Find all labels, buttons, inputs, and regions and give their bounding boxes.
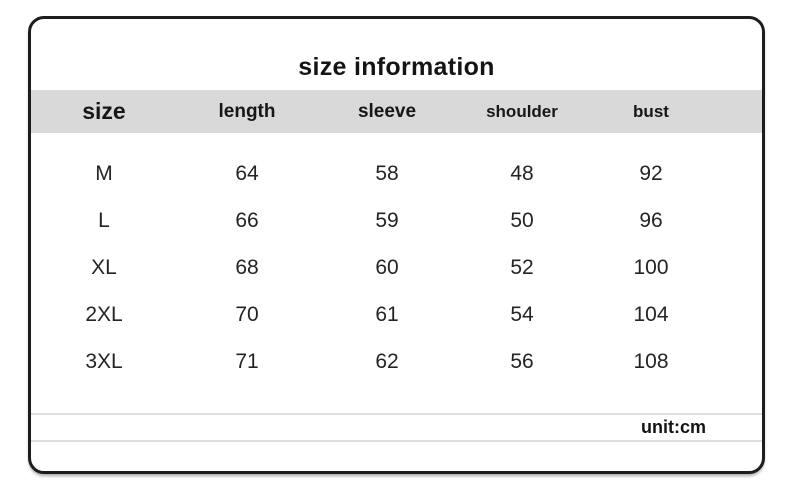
cell-sleeve: 59: [375, 208, 399, 232]
column-header-size: size: [82, 98, 126, 124]
cell-length: 71: [235, 349, 259, 373]
footer-divider-top: [31, 413, 762, 415]
table-body: M 64 58 48 92 L 66 59 50 96 XL 68 60 52 …: [31, 150, 762, 385]
unit-row: unit:cm: [31, 415, 762, 440]
table-row-xl: XL 68 60 52 100: [31, 244, 762, 291]
unit-label: unit:cm: [641, 417, 706, 437]
footer-divider-bottom: [31, 440, 762, 442]
cell-length: 66: [235, 208, 259, 232]
cell-shoulder: 48: [510, 161, 534, 185]
cell-shoulder: 54: [510, 302, 534, 326]
cell-size: XL: [91, 255, 117, 279]
table-row-3xl: 3XL 71 62 56 108: [31, 338, 762, 385]
size-chart-card: size information size length sleeve shou…: [28, 16, 765, 474]
cell-size: M: [95, 161, 113, 185]
table-header-row: size length sleeve shoulder bust: [31, 90, 762, 133]
column-header-length: length: [218, 100, 276, 122]
cell-sleeve: 61: [375, 302, 399, 326]
cell-bust: 96: [639, 208, 663, 232]
cell-sleeve: 62: [375, 349, 399, 373]
cell-sleeve: 58: [375, 161, 399, 185]
cell-size: L: [98, 208, 110, 232]
cell-sleeve: 60: [375, 255, 399, 279]
cell-length: 68: [235, 255, 259, 279]
cell-shoulder: 56: [510, 349, 534, 373]
cell-bust: 92: [639, 161, 663, 185]
table-row-m: M 64 58 48 92: [31, 150, 762, 197]
column-header-bust: bust: [633, 101, 669, 121]
column-header-sleeve: sleeve: [357, 100, 417, 122]
cell-size: 2XL: [85, 302, 123, 326]
cell-bust: 100: [633, 255, 669, 279]
cell-bust: 104: [633, 302, 669, 326]
cell-size: 3XL: [85, 349, 123, 373]
column-header-shoulder: shoulder: [486, 101, 558, 121]
cell-shoulder: 52: [510, 255, 534, 279]
table-row-l: L 66 59 50 96: [31, 197, 762, 244]
cell-length: 70: [235, 302, 259, 326]
table-row-2xl: 2XL 70 61 54 104: [31, 291, 762, 338]
cell-shoulder: 50: [510, 208, 534, 232]
cell-bust: 108: [633, 349, 669, 373]
chart-title: size information: [298, 53, 495, 81]
cell-length: 64: [235, 161, 259, 185]
